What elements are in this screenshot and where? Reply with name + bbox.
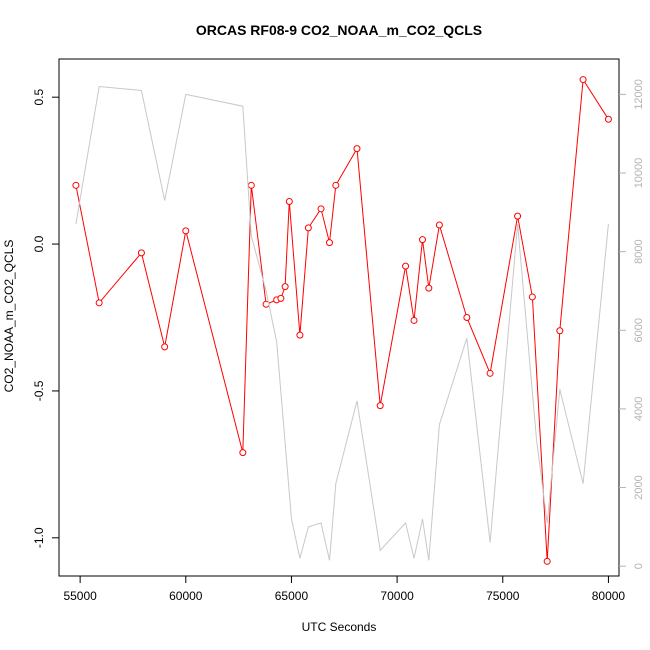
data-point	[425, 284, 433, 292]
x-axis-label: UTC Seconds	[302, 620, 377, 634]
data-point	[72, 181, 80, 189]
data-point	[376, 402, 384, 410]
plot-area: 55000 60000 65000 70000 75000 80000-1.0-0.50.…	[32, 58, 645, 603]
data-point	[332, 181, 340, 189]
y2-tick-label: 2000	[633, 475, 645, 499]
data-point	[161, 343, 169, 351]
y2-tick-label: 10000	[633, 158, 645, 189]
y-tick-label: -0.5	[32, 380, 46, 401]
series-line-2	[75, 85, 609, 561]
data-point	[281, 283, 289, 291]
data-point	[353, 145, 361, 153]
data-point	[317, 205, 325, 213]
series-line-1	[75, 78, 609, 562]
data-point	[604, 115, 612, 123]
data-point	[304, 224, 312, 232]
x-tick-label: 75000	[486, 589, 520, 603]
x-tick-label: 70000	[380, 589, 414, 603]
data-point	[285, 197, 293, 205]
y2-tick-label: 12000	[633, 79, 645, 110]
x-tick-label: 80000	[592, 589, 626, 603]
y2-tick-label: 6000	[633, 318, 645, 342]
plot-frame	[58, 58, 620, 577]
data-point	[95, 299, 103, 307]
x-tick-label: 60000	[169, 589, 203, 603]
y-axis-label: CO2_NOAA_m_CO2_QCLS	[2, 240, 16, 393]
data-point	[486, 369, 494, 377]
y-tick-label: 0.0	[32, 235, 46, 252]
y2-tick-label: 0	[633, 563, 645, 569]
data-point	[325, 239, 333, 247]
chart-title: ORCAS RF08-9 CO2_NOAA_m_CO2_QCLS	[196, 22, 482, 38]
data-point	[463, 314, 471, 321]
data-point	[528, 293, 536, 301]
data-point	[277, 294, 285, 302]
data-point	[182, 227, 190, 235]
data-point	[402, 262, 410, 270]
data-point	[556, 327, 564, 335]
data-point	[296, 331, 304, 339]
data-point	[239, 449, 247, 457]
data-point	[435, 221, 443, 229]
data-point	[247, 181, 255, 189]
data-point	[543, 557, 551, 565]
y-tick-label: 0.5	[32, 89, 46, 106]
data-point	[514, 212, 522, 220]
y2-tick-label: 8000	[633, 239, 645, 263]
x-tick-label: 55000	[63, 589, 97, 603]
data-point	[418, 236, 426, 244]
x-tick-label: 65000	[275, 589, 309, 603]
y-tick-label: -1.0	[32, 527, 46, 548]
data-point	[410, 316, 418, 324]
data-point	[137, 249, 145, 257]
y2-tick-label: 4000	[633, 397, 645, 421]
data-point	[579, 76, 587, 84]
